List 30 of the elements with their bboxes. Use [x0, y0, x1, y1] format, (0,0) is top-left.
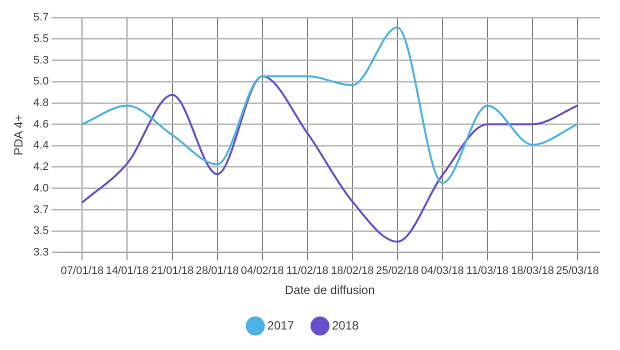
x-tick-label: 18/02/18: [330, 265, 374, 278]
x-tick-label: 04/02/18: [240, 265, 284, 278]
x-tick-label: 21/01/18: [150, 265, 194, 278]
legend-label: 2017: [267, 318, 294, 332]
y-tick-label: 4.6: [33, 118, 49, 130]
y-tick-label: 5.0: [33, 76, 49, 88]
line-series: [81, 75, 578, 243]
x-tick-label: 11/03/18: [466, 265, 508, 278]
y-axis-title: PDA 4+: [12, 114, 26, 156]
y-tick-label: 5.7: [33, 12, 49, 24]
x-tick-label: 18/03/18: [511, 265, 554, 278]
y-tick-label: 4.0: [33, 182, 49, 194]
line-series: [81, 26, 578, 184]
x-tick-label: 11/02/18: [286, 265, 328, 278]
x-tick-label: 25/02/18: [376, 265, 419, 278]
y-tick-label: 5.3: [33, 54, 49, 66]
y-tick-label: 4.2: [33, 161, 49, 174]
x-tick-label: 04/03/18: [420, 265, 464, 278]
y-tick-label: 3.3: [33, 246, 49, 258]
x-tick-label: 25/03/18: [556, 265, 599, 278]
x-tick-label: 28/01/18: [196, 265, 239, 278]
y-tick-label: 3.5: [33, 225, 49, 238]
x-tick-label: 07/01/18: [60, 265, 104, 278]
y-tick-label: 4.4: [33, 140, 49, 152]
y-tick-label: 5.5: [33, 32, 49, 45]
x-tick-label: 14/01/18: [106, 265, 149, 278]
x-axis-title: Date de diffusion: [284, 283, 375, 298]
legend-label: 2018: [332, 318, 360, 332]
y-tick-label: 3.7: [33, 204, 49, 216]
y-tick-label: 4.8: [33, 97, 49, 110]
